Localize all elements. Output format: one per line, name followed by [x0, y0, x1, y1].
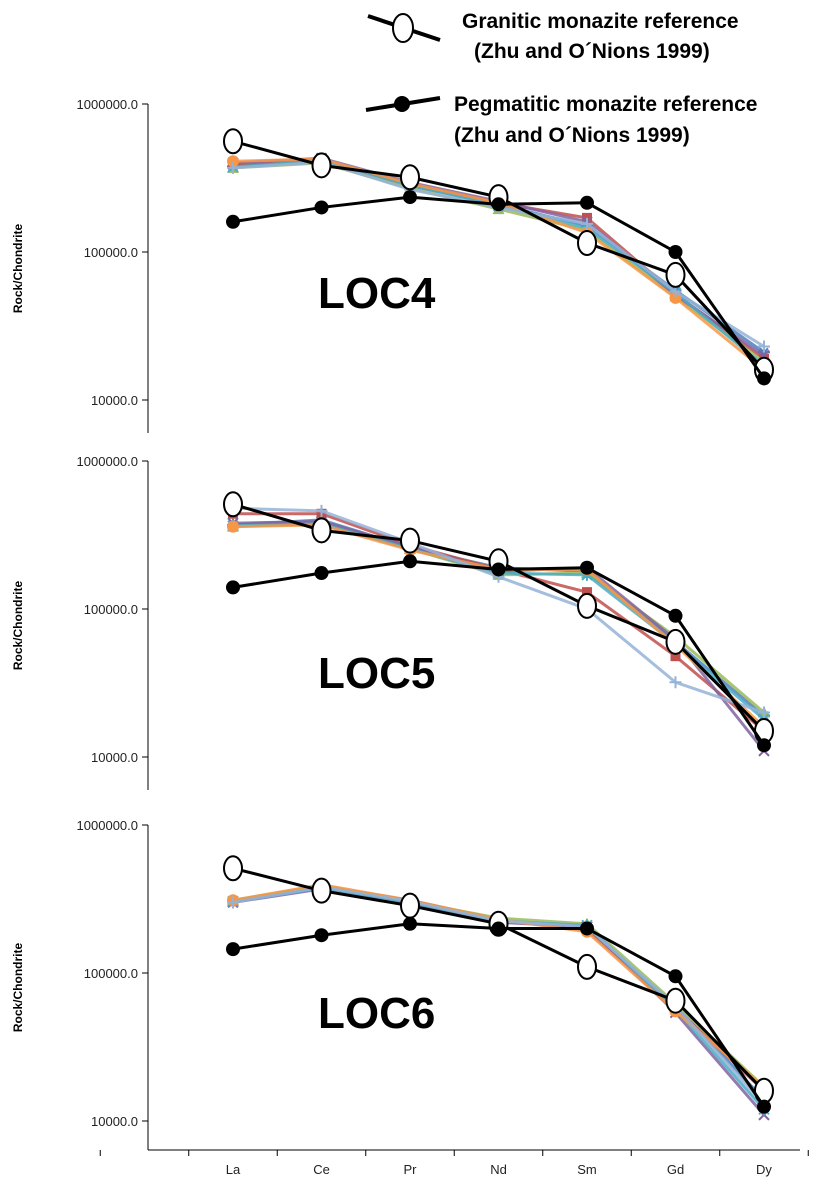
x-tick-label: Pr	[404, 1162, 418, 1177]
pegmatitic-reference-point	[314, 928, 329, 943]
panel-loc4: 1000000.0 100000.0 10000.0 Rock/Chondrite LO…	[11, 97, 774, 433]
legend-granitic-line2: (Zhu and O´Nions 1999)	[474, 40, 710, 63]
sample-series	[227, 513, 770, 722]
panel-loc5: 1000000.0 100000.0 10000.0 Rock/Chondrite LO…	[11, 454, 774, 790]
y-axis-label: Rock/Chondrite	[11, 943, 25, 1033]
granitic-reference-line	[232, 866, 766, 1092]
sample-point	[227, 155, 239, 168]
pegmatitic-reference-point	[226, 214, 240, 229]
y-tick-label: 100000.0	[84, 245, 138, 260]
granitic-reference-series	[223, 855, 774, 1104]
pegmatitic-reference-point	[757, 1099, 771, 1114]
panel-label: LOC6	[318, 989, 435, 1038]
pegmatitic-reference-point	[403, 554, 417, 569]
pegmatitic-reference-point	[757, 738, 771, 753]
y-tick-label: 100000.0	[84, 602, 138, 617]
pegmatitic-reference-point	[403, 916, 417, 931]
sample-point	[758, 340, 770, 353]
x-tick-label: Ce	[313, 1162, 330, 1177]
pegmatitic-reference-point	[226, 942, 240, 957]
granitic-reference-point	[400, 164, 420, 191]
sample-point	[227, 896, 239, 909]
granitic-reference-point	[665, 987, 686, 1014]
granitic-reference-point	[223, 128, 243, 155]
x-tick-label: La	[226, 1162, 241, 1177]
pegmatitic-reference-point	[491, 921, 506, 936]
sample-line	[232, 506, 765, 714]
pegmatitic-reference-series	[226, 916, 771, 1114]
pegmatitic-reference-series	[226, 190, 771, 386]
y-axis-label: Rock/Chondrite	[11, 224, 25, 314]
legend-pegmatitic-line1: Pegmatitic monazite reference	[454, 93, 757, 116]
x-tick-label: Gd	[667, 1162, 684, 1177]
granitic-reference-series	[223, 491, 774, 744]
pegmatitic-reference-point	[491, 197, 506, 212]
panel-label: LOC5	[318, 649, 435, 698]
panels: 1000000.0 100000.0 10000.0 Rock/Chondrite LO…	[11, 97, 774, 1150]
granitic-reference-point	[311, 517, 332, 544]
panel-loc6: 1000000.0 100000.0 10000.0 Rock/Chondrite LO…	[11, 818, 774, 1150]
granitic-reference-point	[400, 527, 420, 554]
pegmatitic-reference-point	[668, 245, 683, 259]
granitic-reference-line	[232, 502, 766, 732]
legend: Granitic monazite reference (Zhu and O´N…	[365, 10, 757, 147]
pegmatitic-reference-point	[580, 921, 594, 936]
granitic-reference-point	[400, 892, 420, 919]
panel-label: LOC4	[318, 269, 436, 318]
granitic-reference-point	[665, 628, 686, 655]
sample-line	[233, 512, 765, 733]
pegmatitic-reference-point	[491, 562, 506, 577]
granitic-reference-point	[311, 877, 332, 904]
granitic-reference-line	[232, 139, 766, 371]
pegmatitic-reference-point	[314, 566, 329, 581]
pegmatitic-reference-series	[226, 554, 771, 753]
pegmatitic-reference-point	[580, 560, 594, 575]
sample-point	[315, 504, 328, 517]
pegmatitic-reference-point	[668, 969, 683, 984]
pegmatitic-reference-point	[403, 190, 417, 205]
granitic-reference-point	[311, 152, 332, 179]
legend-marker-granitic-icon	[392, 13, 414, 43]
granitic-reference-series	[223, 128, 774, 383]
legend-marker-pegmatitic-icon	[394, 96, 410, 112]
sample-point	[227, 520, 239, 533]
granitic-reference-point	[577, 953, 597, 980]
x-axis: La Ce Pr Nd Sm Gd Dy	[99, 1149, 809, 1177]
legend-pegmatitic-line2: (Zhu and O´Nions 1999)	[454, 124, 690, 147]
granitic-reference-point	[577, 592, 597, 619]
pegmatitic-reference-point	[580, 195, 594, 210]
sample-series	[228, 508, 769, 736]
y-tick-label: 10000.0	[91, 1114, 138, 1129]
sample-series	[227, 502, 770, 719]
y-tick-label: 10000.0	[91, 393, 138, 408]
sample-point	[670, 651, 681, 662]
pegmatitic-reference-point	[757, 371, 771, 386]
y-tick-label: 100000.0	[84, 966, 138, 981]
granitic-reference-point	[665, 261, 686, 288]
pegmatitic-reference-point	[226, 580, 240, 595]
x-tick-label: Dy	[756, 1162, 772, 1177]
sample-point	[758, 706, 770, 719]
sample-point	[669, 676, 682, 689]
y-tick-label: 10000.0	[91, 750, 138, 765]
y-tick-label: 1000000.0	[77, 454, 138, 469]
sample-point	[581, 217, 593, 230]
x-tick-label: Nd	[490, 1162, 507, 1177]
pegmatitic-reference-point	[314, 200, 329, 215]
y-axis-label: Rock/Chondrite	[11, 581, 25, 671]
sample-point	[227, 161, 239, 174]
granitic-reference-point	[577, 230, 597, 257]
granitic-reference-point	[223, 855, 243, 882]
legend-granitic-line1: Granitic monazite reference	[462, 10, 739, 33]
legend-entry-pegmatitic: Pegmatitic monazite reference (Zhu and O…	[365, 93, 757, 147]
x-tick-label: Sm	[577, 1162, 597, 1177]
legend-entry-granitic: Granitic monazite reference (Zhu and O´N…	[367, 10, 739, 63]
y-tick-label: 1000000.0	[77, 818, 138, 833]
sample-point	[582, 587, 592, 598]
pegmatitic-reference-line	[232, 195, 766, 380]
pegmatitic-reference-point	[668, 608, 683, 623]
granitic-reference-point	[223, 491, 243, 518]
y-tick-label: 1000000.0	[77, 97, 138, 112]
